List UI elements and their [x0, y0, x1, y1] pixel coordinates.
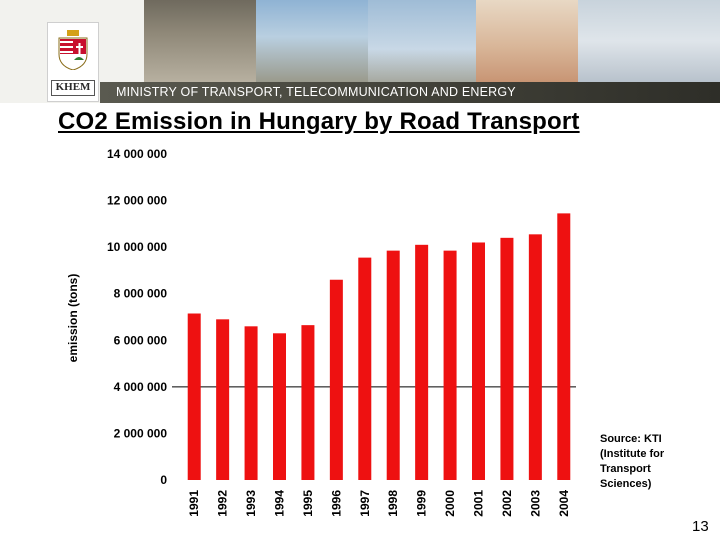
- bar-1991: [187, 313, 201, 480]
- coat-of-arms-icon: [58, 30, 88, 70]
- bar-1996: [329, 279, 343, 480]
- man-with-machinery-photo: [578, 0, 720, 82]
- y-tick-label: 2 000 000: [114, 426, 168, 440]
- cars-photo: [144, 0, 256, 82]
- ministry-name: MINISTRY OF TRANSPORT, TELECOMMUNICATION…: [116, 85, 516, 99]
- y-tick-label: 14 000 000: [107, 147, 167, 161]
- x-tick-label: 1993: [244, 490, 258, 517]
- bar-2002: [500, 237, 514, 480]
- woman-with-phone-photo: [476, 0, 578, 82]
- bar-1998: [386, 250, 400, 480]
- x-tick-label: 2001: [472, 490, 486, 517]
- y-tick-label: 6 000 000: [114, 333, 168, 347]
- x-tick-label: 1992: [216, 490, 230, 517]
- y-axis-ticks: 0 2 000 000 4 000 000 6 000 000 8 000 000 10 …: [107, 147, 167, 487]
- x-tick-label: 2003: [528, 490, 542, 517]
- y-tick-label: 0: [160, 473, 167, 487]
- bar-1994: [273, 333, 286, 480]
- x-tick-label: 2000: [443, 490, 457, 517]
- x-tick-label: 1996: [329, 490, 343, 517]
- y-tick-label: 10 000 000: [107, 240, 167, 254]
- y-tick-label: 12 000 000: [107, 194, 167, 208]
- bar-1992: [216, 319, 230, 480]
- x-tick-label: 1997: [358, 490, 372, 517]
- bar-1995: [301, 325, 315, 480]
- x-tick-label: 2002: [500, 490, 514, 517]
- bar-1993: [244, 326, 258, 480]
- source-note: Source: KTI (Institute for Transport Sci…: [600, 433, 665, 490]
- x-tick-label: 1995: [301, 490, 315, 517]
- ministry-bar: [100, 82, 720, 103]
- bars: [187, 213, 571, 480]
- page-number: 13: [692, 518, 709, 535]
- y-tick-label: 4 000 000: [114, 380, 168, 394]
- x-tick-label: 1994: [273, 490, 287, 517]
- satellite-dish-photo: [368, 0, 476, 82]
- train-photo: [256, 0, 368, 82]
- y-tick-label: 8 000 000: [114, 287, 168, 301]
- bar-2003: [528, 234, 542, 480]
- bar-2000: [443, 250, 457, 480]
- bar-1997: [358, 257, 372, 480]
- x-tick-label: 1999: [415, 490, 429, 517]
- header-banner: MINISTRY OF TRANSPORT, TELECOMMUNICATION…: [0, 0, 720, 103]
- x-axis-ticks: 1991 1992 1993 1994 1995 1996 1997 1998 1999 2000…: [187, 490, 571, 517]
- khem-logo-text: KHEM: [51, 80, 95, 96]
- bar-2004: [557, 213, 571, 480]
- y-axis-label: emission (tons): [66, 274, 80, 363]
- bar-2001: [472, 242, 485, 480]
- x-tick-label: 1991: [187, 490, 201, 517]
- slide-title: CO2 Emission in Hungary by Road Transpor…: [58, 108, 580, 135]
- x-tick-label: 2004: [557, 490, 571, 517]
- x-tick-label: 1998: [386, 490, 400, 517]
- bar-1999: [415, 244, 429, 480]
